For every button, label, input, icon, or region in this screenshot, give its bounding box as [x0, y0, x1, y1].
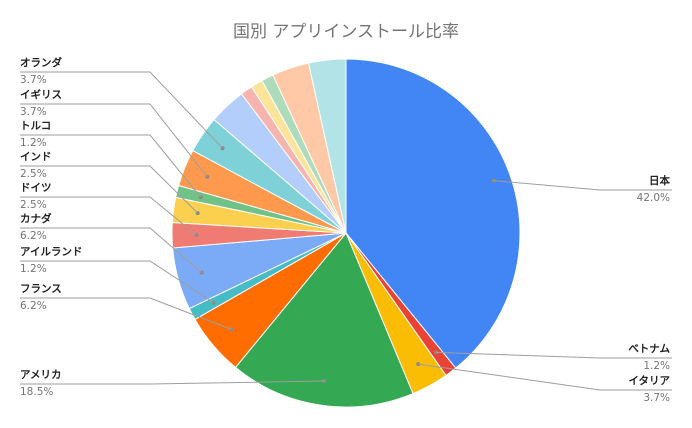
leader-line — [20, 380, 325, 385]
slice-label-percent: 6.2% — [20, 230, 47, 242]
slice-label-percent: 1.2% — [20, 137, 47, 149]
slice-label-name: イギリス — [20, 88, 62, 101]
slice-label-name: アイルランド — [20, 246, 82, 258]
leader-line — [418, 363, 672, 391]
slice-label-name: ベトナム — [628, 343, 670, 355]
slice-label-name: オランダ — [20, 56, 62, 69]
leader-line — [20, 165, 199, 214]
slice-label-name: カナダ — [20, 212, 52, 225]
slice-label-percent: 1.2% — [643, 360, 670, 372]
slice-0 — [345, 58, 521, 369]
slice-label-percent: 6.2% — [20, 300, 47, 312]
slice-label-percent: 2.5% — [20, 168, 47, 180]
slice-label-name: インド — [20, 151, 52, 163]
slice-label-name: イタリア — [628, 375, 670, 387]
slice-label-percent: 2.5% — [20, 199, 47, 211]
slice-17 — [308, 58, 347, 234]
leader-line — [20, 134, 202, 198]
slice-label-percent: 42.0% — [637, 192, 670, 204]
slice-label-percent: 18.5% — [20, 386, 53, 398]
leader-line — [20, 71, 223, 149]
leader-line — [20, 260, 214, 304]
slice-label-name: 日本 — [649, 174, 670, 187]
slice-label-name: ドイツ — [20, 182, 52, 194]
leader-line — [436, 351, 672, 359]
slice-label-percent: 1.2% — [20, 263, 47, 275]
leader-line — [20, 103, 208, 178]
leader-line — [20, 227, 203, 273]
chart-title: 国別 アプリインストール比率 — [233, 22, 459, 42]
slice-label-name: トルコ — [20, 120, 51, 132]
leader-line — [20, 196, 197, 236]
slice-label-percent: 3.7% — [20, 74, 47, 86]
leader-line — [493, 180, 672, 191]
slice-label-percent: 3.7% — [20, 106, 47, 118]
leader-line — [20, 297, 232, 330]
slice-label-name: フランス — [20, 283, 62, 295]
slice-label-name: アメリカ — [20, 369, 61, 381]
pie-slices — [171, 58, 521, 408]
slice-3 — [234, 232, 414, 408]
slice-label-percent: 3.7% — [643, 392, 670, 404]
slice-labels: 日本 42.0% ベトナム 1.2% イタリア 3.7% アメリカ 18.5% フランス 6.2%… — [20, 56, 672, 404]
